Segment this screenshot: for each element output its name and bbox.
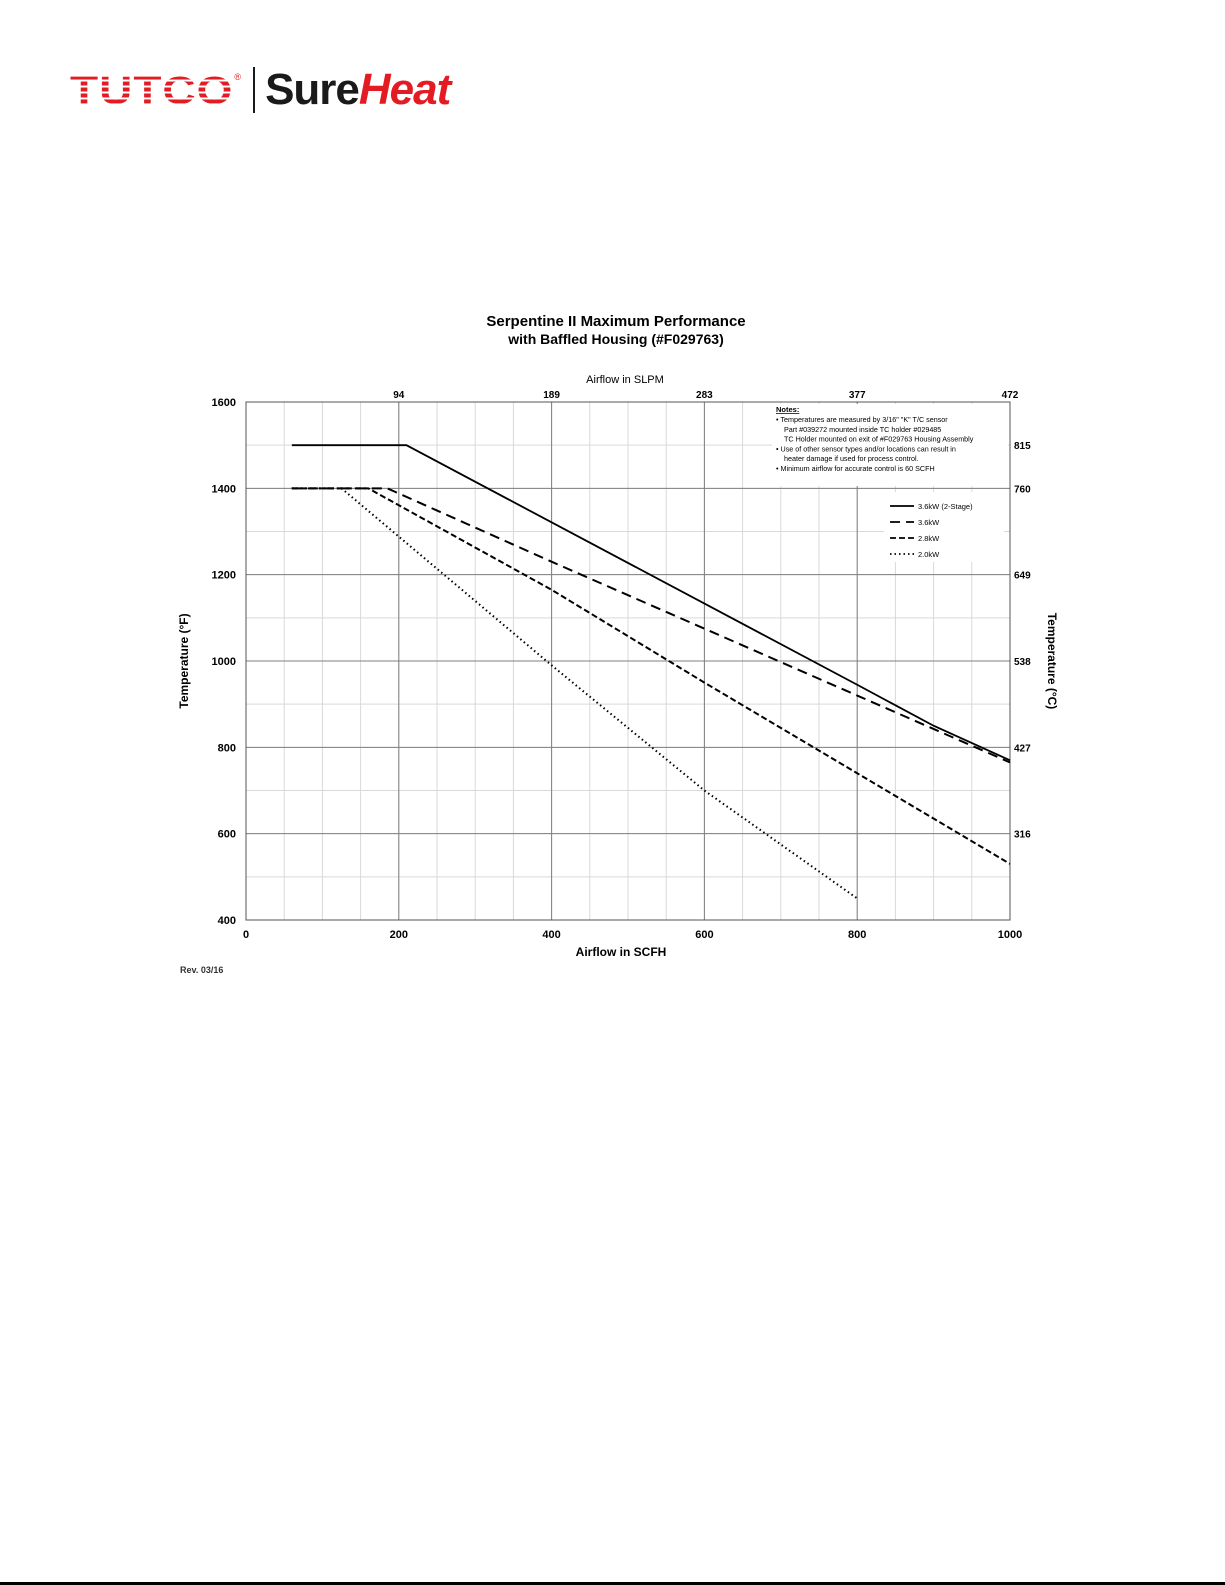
x2-tick-label: 472 (1002, 390, 1019, 401)
y2-axis-label: Temperature (°C) (1045, 613, 1059, 710)
y2-tick-label: 427 (1014, 743, 1031, 754)
footer-rule (0, 1582, 1225, 1585)
notes-line: • Temperatures are measured by 3/16" "K"… (776, 415, 948, 424)
tutco-sureheat-logo: TUTCO ® Sure Heat (70, 65, 451, 114)
notes-heading: Notes: (776, 405, 799, 414)
series-line-3 (291, 487, 1011, 865)
y-tick-label: 1600 (212, 397, 236, 409)
legend-label-4: 2.0kW (918, 550, 940, 559)
sureheat-wordmark-sure: Sure (265, 65, 360, 114)
y2-tick-label: 316 (1014, 830, 1031, 841)
grid (245, 401, 1011, 921)
x2-tick-label: 189 (543, 390, 560, 401)
x2-tick-label: 283 (696, 390, 713, 401)
sureheat-wordmark-heat: Heat (358, 65, 451, 114)
x2-axis-label: Airflow in SLPM (586, 374, 664, 386)
x-tick-label: 800 (848, 929, 866, 941)
y-tick-label: 1000 (212, 656, 236, 668)
legend-background (884, 492, 1004, 562)
notes-background (772, 404, 1008, 486)
legend-label-1: 3.6kW (2-Stage) (918, 502, 973, 511)
x-tick-label: 200 (390, 929, 408, 941)
series-line-2 (291, 487, 1011, 764)
notes-line: • Minimum airflow for accurate control i… (776, 464, 935, 473)
notes-line: heater damage if used for process contro… (784, 454, 919, 463)
x2-tick-label: 377 (849, 390, 866, 401)
notes-line: Part #039272 mounted inside TC holder #0… (784, 425, 941, 434)
x-tick-label: 400 (542, 929, 560, 941)
x-tick-label: 1000 (998, 929, 1022, 941)
y2-tick-label: 760 (1014, 484, 1031, 495)
series (291, 444, 1011, 900)
y2-tick-label: 815 (1014, 441, 1031, 452)
plot-frame (245, 401, 1011, 921)
y-tick-label: 600 (218, 829, 236, 841)
logo-divider (253, 67, 256, 113)
y2-tick-label: 649 (1014, 571, 1031, 582)
tutco-wordmark: TUTCO (70, 67, 234, 113)
revision-label: Rev. 03/16 (180, 965, 223, 975)
x-tick-label: 600 (695, 929, 713, 941)
y-tick-label: 1400 (212, 483, 236, 495)
x-axis-label: Airflow in SCFH (576, 945, 667, 959)
notes-line: TC Holder mounted on exit of #F029763 Ho… (784, 435, 974, 444)
chart-subtitle: with Baffled Housing (#F029763) (507, 331, 723, 347)
legend-label-3: 2.8kW (918, 534, 940, 543)
legend: 3.6kW (2-Stage) 3.6kW 2.8kW 2.0kW (884, 492, 1004, 562)
y-tick-label: 1200 (212, 570, 236, 582)
y-tick-label: 400 (218, 915, 236, 927)
chart-svg: Serpentine II Maximum Performance with B… (177, 313, 1059, 975)
legend-label-2: 3.6kW (918, 518, 940, 527)
notes-box: Notes:• Temperatures are measured by 3/1… (772, 404, 1008, 486)
y-tick-label: 800 (218, 742, 236, 754)
series-line-4 (291, 487, 858, 900)
axes: 0 200 400 600 800 1000 400 600 800 1000 1200 1400 16… (212, 390, 1032, 941)
notes-line: • Use of other sensor types and/or locat… (776, 444, 956, 453)
performance-chart: Serpentine II Maximum Performance with B… (170, 300, 1065, 990)
registered-mark: ® (234, 72, 242, 82)
y2-tick-label: 538 (1014, 657, 1031, 668)
x-tick-label: 0 (243, 929, 249, 941)
series-line-1 (291, 444, 1011, 762)
x2-tick-label: 94 (393, 390, 405, 401)
chart-title: Serpentine II Maximum Performance (486, 313, 745, 330)
y-axis-label: Temperature (°F) (177, 613, 191, 708)
